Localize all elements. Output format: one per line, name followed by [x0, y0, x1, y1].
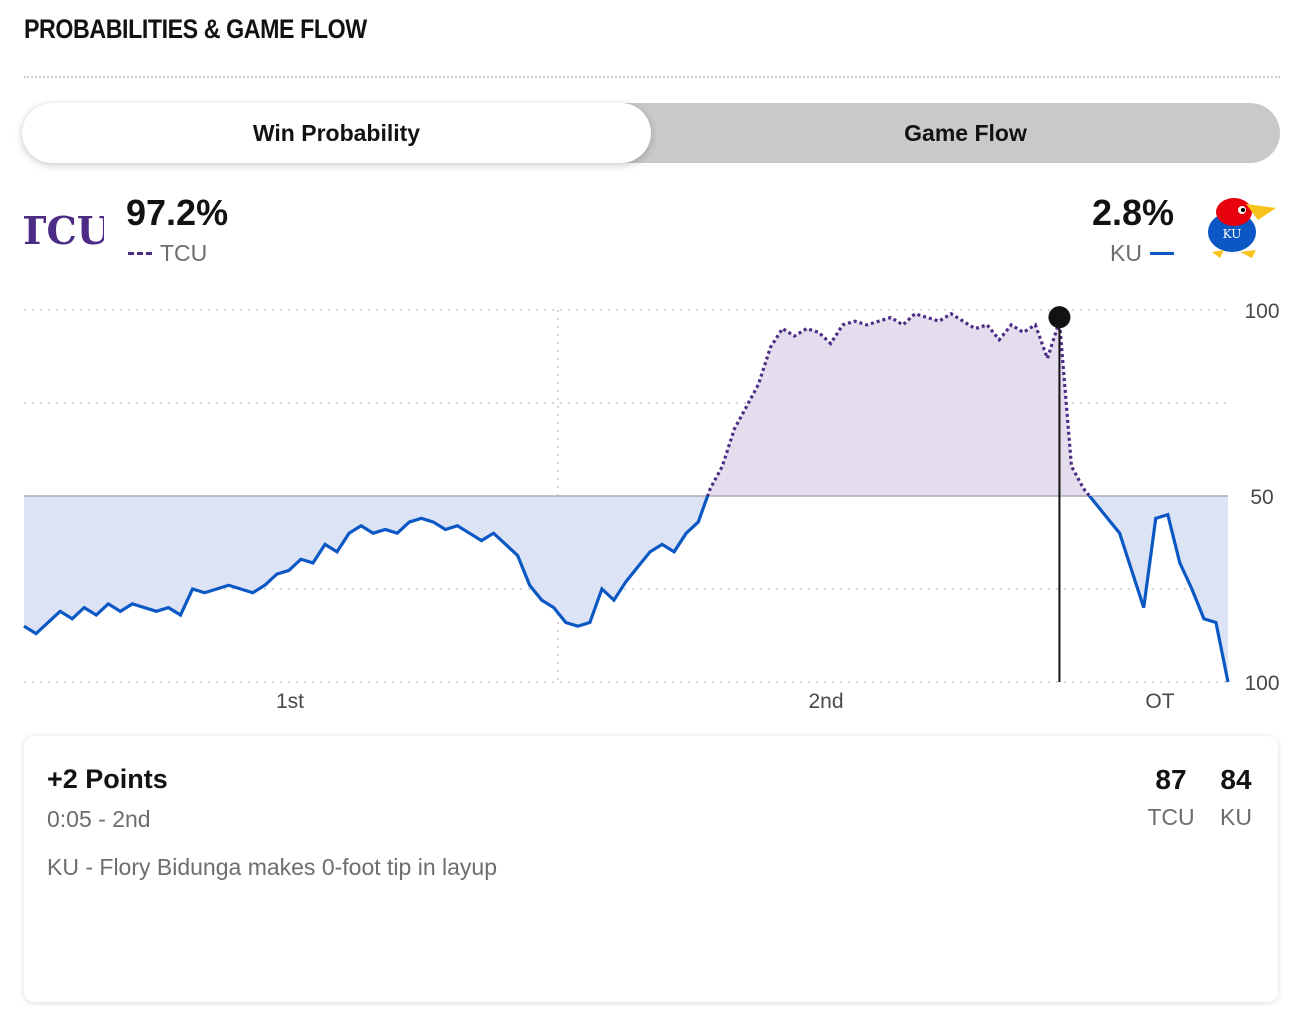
score-ku-label: KU [1220, 804, 1252, 830]
tab-game-flow[interactable]: Game Flow [904, 119, 1027, 146]
y-tick-label-1: 50 [1250, 486, 1273, 509]
x-tick-label-1: 2nd [808, 690, 843, 713]
ku-probability-line [23, 496, 1230, 683]
ku-legend-label: KU [1110, 240, 1142, 266]
svg-text:TCU: TCU [24, 208, 104, 253]
tcu-area-fill [24, 313, 1228, 496]
score-tcu: 87 TCU [1146, 764, 1196, 831]
ku-win-pct: 2.8% [1091, 192, 1174, 233]
tcu-legend: TCU [128, 240, 207, 267]
play-description: KU - Flory Bidunga makes 0-foot tip in l… [47, 854, 497, 880]
ku-line-swatch [1150, 252, 1174, 255]
x-tick-label-0: 1st [276, 690, 304, 713]
chart-toggle: Win Probability Game Flow [22, 103, 1280, 163]
x-tick-label-2: OT [1145, 690, 1174, 713]
tab-win-probability[interactable]: Win Probability [22, 103, 651, 163]
section-title: PROBABILITIES & GAME FLOW [24, 14, 367, 44]
tcu-legend-label: TCU [160, 240, 208, 266]
tcu-win-pct: 97.2% [126, 192, 229, 233]
win-probability-chart[interactable]: 100 50 100 1st 2nd OT [0, 290, 1302, 720]
play-headline: +2 Points [47, 764, 168, 794]
score-ku: 84 KU [1214, 764, 1258, 831]
ku-jayhawk-logo: KU [1198, 190, 1280, 262]
y-tick-label-2: 100 [1244, 672, 1279, 695]
play-detail-card: +2 Points 0:05 - 2nd KU - Flory Bidunga … [24, 736, 1278, 1002]
title-divider [24, 76, 1280, 78]
score-tcu-label: TCU [1147, 804, 1195, 830]
play-time: 0:05 - 2nd [47, 806, 151, 832]
score-ku-value: 84 [1220, 764, 1252, 795]
current-play-marker [1048, 306, 1071, 329]
tcu-logo: TCU [18, 202, 110, 254]
tcu-line-swatch [128, 252, 152, 255]
y-tick-label-0: 100 [1244, 300, 1279, 323]
ku-legend: KU [1110, 240, 1174, 267]
score-tcu-value: 87 [1155, 764, 1187, 795]
svg-text:KU: KU [1223, 227, 1242, 241]
tcu-probability-line [705, 311, 1092, 496]
